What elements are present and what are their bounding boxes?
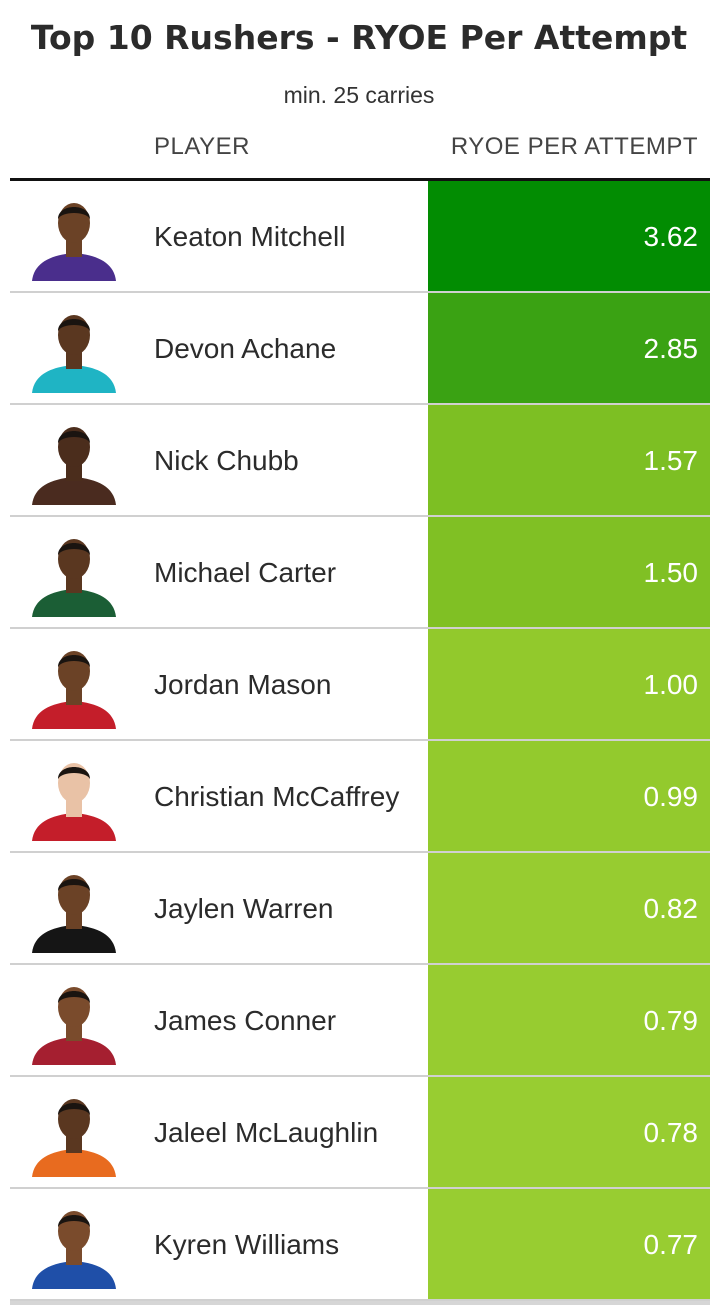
player-headshot-icon [26, 977, 122, 1065]
chart-title: Top 10 Rushers - RYOE Per Attempt [30, 18, 688, 57]
table-row: Michael Carter 1.50 [10, 517, 710, 629]
ryoe-value: 1.57 [643, 445, 699, 476]
ryoe-value-cell: 0.77 [428, 1189, 710, 1299]
ryoe-value: 1.50 [643, 557, 699, 588]
player-name: Keaton Mitchell [154, 221, 346, 252]
column-header-player: PLAYER [154, 133, 250, 160]
player-name: James Conner [154, 1005, 337, 1036]
player-headshot-icon [26, 1089, 122, 1177]
player-name: Christian McCaffrey [154, 781, 400, 812]
ryoe-value: 0.82 [643, 893, 699, 924]
ryoe-value-cell: 3.62 [428, 181, 710, 291]
player-headshot-icon [26, 193, 122, 281]
ryoe-value-cell: 1.00 [428, 629, 710, 739]
chart-subtitle: min. 25 carries [283, 82, 435, 108]
table-row: Christian McCaffrey 0.99 [10, 741, 710, 853]
ryoe-value-cell: 0.99 [428, 741, 710, 851]
player-headshot-icon [26, 529, 122, 617]
player-name: Jordan Mason [154, 669, 332, 700]
ryoe-value-cell: 0.79 [428, 965, 710, 1075]
player-headshot-icon [26, 865, 122, 953]
player-headshot-icon [26, 417, 122, 505]
ryoe-value: 2.85 [643, 333, 699, 364]
table-body: Keaton Mitchell 3.62 Devon Achane 2.85 Nick … [10, 181, 710, 1301]
table-row: James Conner 0.79 [10, 965, 710, 1077]
player-headshot-icon [26, 1201, 122, 1289]
ryoe-value: 3.62 [643, 221, 699, 252]
header-divider [10, 178, 710, 181]
player-headshot-icon [26, 305, 122, 393]
ryoe-value-cell: 2.85 [428, 293, 710, 403]
ryoe-value: 1.00 [643, 669, 699, 700]
column-header-ryoe: RYOE PER ATTEMPT [450, 133, 698, 160]
ryoe-value-cell: 0.82 [428, 853, 710, 963]
ryoe-value: 0.77 [643, 1229, 699, 1260]
table-row: Jaylen Warren 0.82 [10, 853, 710, 965]
player-name: Devon Achane [154, 333, 337, 364]
table-row: Keaton Mitchell 3.62 [10, 181, 710, 293]
player-name: Jaleel McLaughlin [154, 1117, 379, 1148]
table-row: Jordan Mason 1.00 [10, 629, 710, 741]
ryoe-value-cell: 1.50 [428, 517, 710, 627]
ryoe-value: 0.79 [643, 1005, 699, 1036]
ryoe-value: 0.99 [643, 781, 699, 812]
player-name: Jaylen Warren [154, 893, 334, 924]
ryoe-value: 0.78 [643, 1117, 699, 1148]
ryoe-value-cell: 0.78 [428, 1077, 710, 1187]
ryoe-value-cell: 1.57 [428, 405, 710, 515]
table-bottom-border [10, 1301, 710, 1305]
table-row: Devon Achane 2.85 [10, 293, 710, 405]
player-headshot-icon [26, 753, 122, 841]
player-name: Michael Carter [154, 557, 337, 588]
player-name: Kyren Williams [154, 1229, 340, 1260]
player-headshot-icon [26, 641, 122, 729]
table-row: Jaleel McLaughlin 0.78 [10, 1077, 710, 1189]
table-row: Kyren Williams 0.77 [10, 1189, 710, 1301]
table-row: Nick Chubb 1.57 [10, 405, 710, 517]
player-name: Nick Chubb [154, 445, 299, 476]
